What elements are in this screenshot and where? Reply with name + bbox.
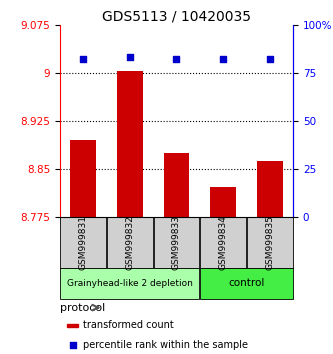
Point: [174, 57, 179, 62]
FancyBboxPatch shape: [154, 217, 199, 268]
Point: [81, 57, 86, 62]
FancyBboxPatch shape: [200, 217, 246, 268]
FancyBboxPatch shape: [60, 217, 106, 268]
Text: GSM999831: GSM999831: [79, 215, 88, 270]
Bar: [71, 140, 96, 217]
Bar: [164, 153, 189, 217]
Bar: [117, 71, 143, 217]
FancyBboxPatch shape: [60, 268, 199, 299]
Text: transformed count: transformed count: [83, 320, 174, 330]
Text: protocol: protocol: [60, 303, 105, 313]
Text: GSM999832: GSM999832: [125, 215, 135, 270]
FancyBboxPatch shape: [247, 217, 293, 268]
Text: GSM999835: GSM999835: [265, 215, 274, 270]
Point: [267, 57, 272, 62]
FancyBboxPatch shape: [107, 217, 153, 268]
Point: [220, 57, 226, 62]
Text: control: control: [228, 278, 265, 288]
Point: [70, 342, 75, 347]
Bar: [257, 161, 282, 217]
Title: GDS5113 / 10420035: GDS5113 / 10420035: [102, 10, 251, 24]
FancyBboxPatch shape: [200, 268, 293, 299]
Bar: [67, 324, 78, 327]
Point: [127, 55, 133, 60]
Text: Grainyhead-like 2 depletion: Grainyhead-like 2 depletion: [67, 279, 193, 288]
Bar: [210, 187, 236, 217]
Text: percentile rank within the sample: percentile rank within the sample: [83, 339, 248, 349]
Text: GSM999834: GSM999834: [218, 215, 228, 270]
Text: GSM999833: GSM999833: [172, 215, 181, 270]
